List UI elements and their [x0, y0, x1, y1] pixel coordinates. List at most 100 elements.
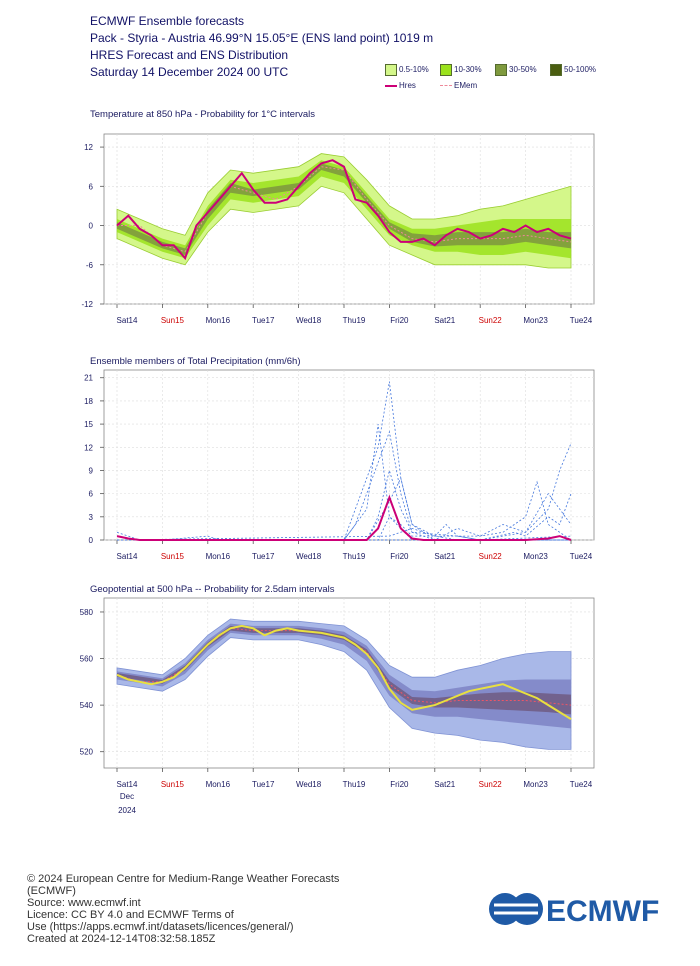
logo-circle-right: [511, 893, 543, 925]
legend-hres-label: Hres: [399, 81, 416, 90]
x-tick-label-0-5: Thu19: [343, 316, 366, 325]
logo-stripes: [494, 903, 538, 915]
header-title: ECMWF Ensemble forecasts: [90, 14, 245, 28]
x-tick-label-2-3: Tue17: [252, 780, 275, 789]
y-tick-label-1-4: 12: [84, 443, 93, 452]
precip-member-line-5: [117, 480, 572, 541]
x-tick-label-0-6: Fri20: [390, 316, 409, 325]
x-tick-label-0-4: Wed18: [296, 316, 322, 325]
x-tick-label-1-6: Fri20: [390, 552, 409, 561]
panel-title-temperature: Temperature at 850 hPa - Probability for…: [90, 109, 316, 120]
legend-label-1: 10-30%: [454, 65, 482, 75]
logo-text: ECMWF: [546, 895, 659, 928]
x-tick-label-0-1: Sun15: [161, 316, 185, 325]
geo-hres-line: [116, 624, 572, 720]
footer-licence: Licence: CC BY 4.0 and ECMWF Terms of: [27, 909, 234, 921]
y-tick-label-1-7: 21: [84, 374, 93, 383]
x-tick-label-0-10: Tue24: [570, 316, 593, 325]
x-tick-label-2-1: Sun15: [161, 780, 185, 789]
x-tick-label-1-8: Sun22: [479, 552, 503, 561]
y-tick-label-0-1: -6: [86, 261, 94, 270]
y-tick-label-0-0: -12: [81, 300, 93, 309]
x-tick-label-1-5: Thu19: [343, 552, 366, 561]
legend-swatch-0: [385, 64, 397, 76]
panel-title-geopotential: Geopotential at 500 hPa -- Probability f…: [90, 584, 335, 595]
legend-swatch-2: [495, 64, 507, 76]
legend-hres-line: [385, 84, 397, 87]
y-tick-label-1-3: 9: [89, 466, 94, 475]
legend-label-2: 30-50%: [509, 65, 537, 75]
panel-title-precipitation: Ensemble members of Total Precipitation …: [90, 356, 301, 367]
temp-ens-mean-line: [117, 166, 572, 253]
header-subtitle: HRES Forecast and ENS Distribution: [90, 48, 289, 62]
legend-swatch-1: [440, 64, 452, 76]
footer-source: Source: www.ecmwf.int: [27, 897, 141, 909]
x-tick-label-0-8: Sun22: [479, 316, 503, 325]
footer-created: Created at 2024-12-14T08:32:58.185Z: [27, 933, 216, 945]
x-tick-label-1-10: Tue24: [570, 552, 593, 561]
y-tick-label-2-3: 580: [80, 608, 94, 617]
legend-emem-line: [440, 85, 452, 87]
x-tick-label-2-10: Tue24: [570, 780, 593, 789]
y-tick-label-1-1: 3: [89, 513, 94, 522]
ecmwf-logo: ECMWF: [488, 892, 676, 933]
footer-licence-url: Use (https://apps.ecmwf.int/datasets/lic…: [27, 921, 294, 933]
x-tick-label-0-7: Sat21: [434, 316, 455, 325]
legend-swatch-3: [550, 64, 562, 76]
y-tick-label-0-2: 0: [89, 222, 94, 231]
x-tick-label-0-3: Tue17: [252, 316, 275, 325]
x-tick-label-1-3: Tue17: [252, 552, 275, 561]
header-location: Pack - Styria - Austria 46.99°N 15.05°E …: [90, 31, 434, 45]
y-tick-label-0-4: 12: [84, 143, 93, 152]
x-tick-label-1-4: Wed18: [296, 552, 322, 561]
y-tick-label-2-0: 520: [80, 748, 94, 757]
x-tick-label-2-6: Fri20: [390, 780, 409, 789]
legend-hres: Hres: [385, 81, 416, 90]
geo-band-core: [117, 625, 571, 715]
legend-item-1: 10-30%: [440, 64, 482, 76]
legend-item-0: 0.5-10%: [385, 64, 429, 76]
legend-label-0: 0.5-10%: [399, 65, 429, 75]
x-tick-label-1-0: Sat14: [117, 552, 138, 561]
x-tick-label-0-0: Sat14: [117, 316, 138, 325]
x-tick-label-2-0: Sat14: [117, 780, 138, 789]
header-date: Saturday 14 December 2024 00 UTC: [90, 65, 289, 79]
y-tick-label-2-1: 540: [80, 701, 94, 710]
geo-ens-mean-line: [116, 627, 572, 706]
legend-emem-label: EMem: [454, 81, 478, 90]
y-tick-label-1-0: 0: [89, 536, 94, 545]
precip-hres-line: [116, 494, 572, 541]
legend-item-3: 50-100%: [550, 64, 596, 76]
x-tick-label-1-7: Sat21: [434, 552, 455, 561]
y-tick-label-0-3: 6: [89, 182, 94, 191]
legend-emem: EMem: [440, 81, 477, 90]
x-tick-label-2-4: Wed18: [296, 780, 322, 789]
legend-item-2: 30-50%: [495, 64, 537, 76]
panel-frame-1: [103, 369, 595, 541]
legend-label-3: 50-100%: [564, 65, 597, 75]
precip-member-line-7: [117, 493, 572, 541]
x-tick-label-1-2: Mon16: [206, 552, 231, 561]
precip-member-line-1: [117, 381, 571, 541]
y-tick-label-1-6: 18: [84, 397, 93, 406]
x-tick-label-1-1: Sun15: [161, 552, 185, 561]
x-tick-label-0-9: Mon23: [523, 316, 548, 325]
ecmwf-logo-icon: ECMWF: [489, 893, 659, 928]
panel-frame-2: [103, 597, 595, 769]
charts-canvas: Sat14 Sun15 Mon16 Tue17 Wed18 Thu19 Fri20 Sat21…: [80, 133, 595, 815]
x-tick-label-2-8: Sun22: [479, 780, 503, 789]
precip-member-line-3: [117, 468, 571, 541]
footer-copyright-org: (ECMWF): [27, 885, 76, 897]
footer-copyright: © 2024 European Centre for Medium-Range …: [27, 873, 340, 885]
x-month-label: Dec: [120, 792, 134, 801]
y-tick-label-1-5: 15: [84, 420, 93, 429]
precip-member-line-2: [117, 430, 571, 541]
x-tick-label-2-5: Thu19: [343, 780, 366, 789]
x-tick-label-2-9: Mon23: [523, 780, 548, 789]
logo-circle-left: [489, 893, 521, 925]
x-tick-label-2-7: Sat21: [434, 780, 455, 789]
footer: © 2024 European Centre for Medium-Range …: [27, 873, 387, 945]
y-tick-label-2-2: 560: [80, 655, 94, 664]
x-tick-label-1-9: Mon23: [523, 552, 548, 561]
temp-hres-line: [116, 159, 572, 261]
